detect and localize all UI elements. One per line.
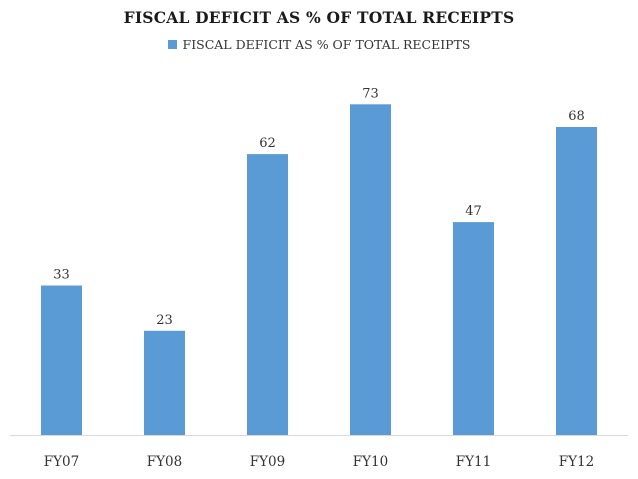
tick-label-fy07: FY07 [44,454,79,470]
data-label-fy08: 23 [156,313,173,328]
tick-labels: FY07 FY08 FY09 FY10 FY11 FY12 [44,454,594,470]
tick-label-fy08: FY08 [147,454,182,470]
data-label-fy12: 68 [568,109,585,124]
data-label-fy10: 73 [362,86,379,101]
data-label-fy09: 62 [259,136,276,151]
bar-fy07 [41,285,82,435]
bar-fy11 [453,222,494,435]
tick-label-fy11: FY11 [456,454,491,470]
bar-fy09 [247,154,288,435]
tick-label-fy09: FY09 [250,454,285,470]
legend-label: FISCAL DEFICIT AS % OF TOTAL RECEIPTS [182,37,471,52]
bars [41,104,597,436]
legend: FISCAL DEFICIT AS % OF TOTAL RECEIPTS [0,37,638,52]
bar-fy08 [144,330,185,435]
bar-fy12 [556,127,597,435]
tick-label-fy12: FY12 [559,454,594,470]
bar-fy10 [350,104,391,436]
tick-label-fy10: FY10 [353,454,388,470]
legend-swatch [167,40,177,49]
value-labels: 33 23 62 73 47 68 [53,86,585,327]
data-label-fy07: 33 [53,268,70,283]
data-label-fy11: 47 [465,204,482,219]
chart-title: FISCAL DEFICIT AS % OF TOTAL RECEIPTS [123,8,515,27]
